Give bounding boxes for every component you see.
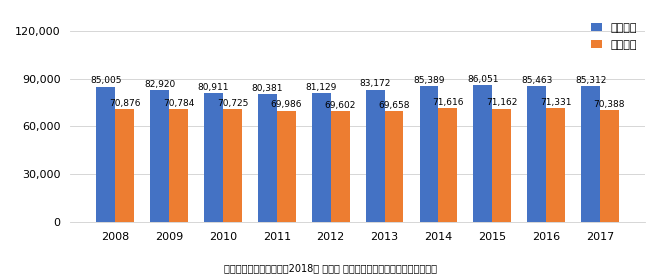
Bar <box>600 110 619 222</box>
Text: 80,911: 80,911 <box>198 83 230 92</box>
Text: 82,920: 82,920 <box>144 80 176 89</box>
Text: 80,381: 80,381 <box>251 84 283 93</box>
Text: 70,388: 70,388 <box>594 100 625 109</box>
Bar <box>150 90 169 222</box>
Bar <box>277 111 296 222</box>
Bar <box>438 108 457 222</box>
Bar <box>420 86 438 222</box>
Text: 85,005: 85,005 <box>90 76 121 85</box>
Text: 81,129: 81,129 <box>306 83 337 92</box>
Bar <box>258 94 277 222</box>
Text: （出所）東京カンテイ　2018年 首都圈 ワンルームマンション市况レポート: （出所）東京カンテイ 2018年 首都圈 ワンルームマンション市况レポート <box>224 263 436 273</box>
Text: 69,986: 69,986 <box>271 100 302 109</box>
Text: 71,616: 71,616 <box>432 98 463 107</box>
Text: 69,602: 69,602 <box>325 101 356 110</box>
Text: 85,463: 85,463 <box>521 76 552 85</box>
Legend: 新築賃料, 中古賃料: 新築賃料, 中古賃料 <box>586 18 642 54</box>
Text: 70,876: 70,876 <box>109 99 141 108</box>
Bar <box>115 109 134 222</box>
Bar <box>96 87 116 222</box>
Text: 70,725: 70,725 <box>216 99 248 108</box>
Bar <box>581 86 600 222</box>
Bar <box>223 109 242 222</box>
Text: 83,172: 83,172 <box>360 79 391 88</box>
Text: 70,784: 70,784 <box>163 99 194 108</box>
Bar <box>385 111 403 222</box>
Text: 85,389: 85,389 <box>413 76 445 85</box>
Bar <box>169 109 188 222</box>
Bar <box>331 111 350 222</box>
Text: 71,331: 71,331 <box>540 98 572 107</box>
Text: 71,162: 71,162 <box>486 99 517 107</box>
Text: 86,051: 86,051 <box>467 75 499 84</box>
Bar <box>546 108 565 222</box>
Bar <box>492 109 511 222</box>
Bar <box>312 93 331 222</box>
Bar <box>204 93 223 222</box>
Bar <box>527 86 546 222</box>
Bar <box>366 89 385 222</box>
Text: 85,312: 85,312 <box>575 76 607 85</box>
Text: 69,658: 69,658 <box>378 101 410 110</box>
Bar <box>473 85 492 222</box>
